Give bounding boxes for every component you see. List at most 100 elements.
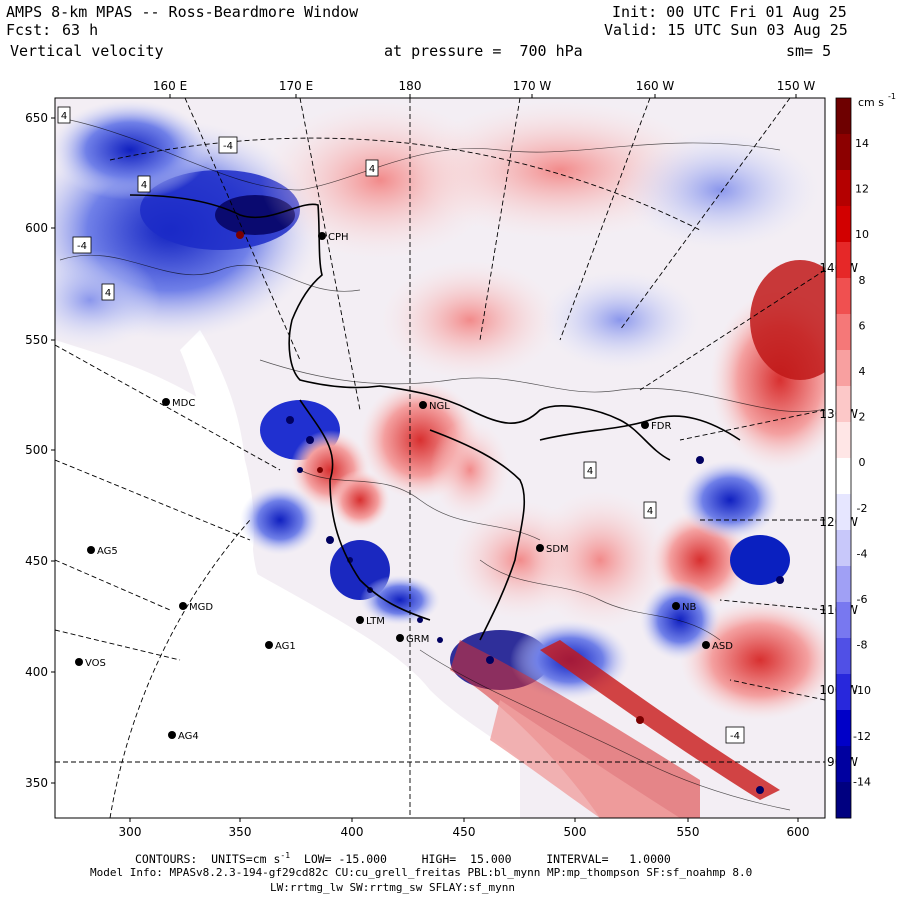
top-lon-label: 160 E bbox=[153, 79, 187, 93]
station-label: NB bbox=[682, 602, 696, 613]
station-label: NGL bbox=[429, 401, 450, 412]
colorbar-tick-label: 14 bbox=[855, 137, 869, 150]
contour-label-box bbox=[57, 106, 71, 124]
colorbar-swatch bbox=[836, 674, 851, 711]
contours-range: LOW= -15.000 HIGH= 15.000 INTERVAL= 1.00… bbox=[290, 851, 671, 866]
contour-label: -4 bbox=[77, 241, 87, 252]
plot-title: AMPS 8-km MPAS -- Ross-Beardmore Window bbox=[6, 3, 359, 21]
x-axis-label: 400 bbox=[341, 825, 364, 839]
colorbar-tick-label: -8 bbox=[857, 639, 868, 652]
station-marker bbox=[318, 232, 326, 240]
contour-label: -4 bbox=[223, 141, 233, 152]
colorbar-swatch bbox=[836, 530, 851, 567]
colorbar-tick-label: -10 bbox=[853, 684, 871, 697]
top-lon-label: 160 W bbox=[636, 79, 675, 93]
smoothing-label: sm= 5 bbox=[786, 42, 832, 60]
colorbar-swatch bbox=[836, 278, 851, 315]
velocity-field bbox=[55, 98, 825, 818]
contour-label: 4 bbox=[369, 164, 375, 175]
contours-info: CONTOURS: UNITS=cm s-1 LOW= -15.000 HIGH… bbox=[135, 851, 671, 866]
contours-units: CONTOURS: UNITS=cm s bbox=[135, 851, 281, 866]
station-marker bbox=[265, 641, 273, 649]
x-axis-label: 450 bbox=[453, 825, 476, 839]
colorbar: cm s -1 14 12 10 8 6 4 2 0 -2 -4 -6 -8 -10 -12 -14 bbox=[835, 92, 896, 819]
colorbar-frame bbox=[835, 97, 852, 819]
contour-label-box bbox=[218, 136, 238, 154]
station-marker bbox=[419, 401, 427, 409]
colorbar-swatch bbox=[836, 782, 851, 819]
colorbar-tick-label: 6 bbox=[859, 319, 866, 332]
station-label: MDC bbox=[172, 398, 195, 409]
contour-label-box bbox=[137, 175, 151, 193]
x-axis-label: 350 bbox=[229, 825, 252, 839]
station-marker bbox=[641, 421, 649, 429]
station-marker bbox=[536, 544, 544, 552]
station-label: VOS bbox=[85, 658, 106, 669]
colorbar-tick-label: -4 bbox=[857, 547, 868, 560]
model-info: Model Info: MPASv8.2.3-194-gf29cd82c CU:… bbox=[90, 866, 753, 879]
station-label: AG5 bbox=[97, 546, 118, 557]
top-lon-label: 170 E bbox=[279, 79, 313, 93]
y-axis-label: 350 bbox=[25, 776, 48, 790]
station-label: AG1 bbox=[275, 641, 296, 652]
colorbar-tick-label: 12 bbox=[855, 183, 869, 196]
contour-label: -4 bbox=[730, 731, 740, 742]
station-label: MGD bbox=[189, 602, 213, 613]
contour-label-box bbox=[643, 501, 657, 519]
station-marker bbox=[75, 658, 83, 666]
colorbar-swatch bbox=[836, 386, 851, 423]
y-axis-label: 500 bbox=[25, 443, 48, 457]
contour-label: 4 bbox=[105, 288, 111, 299]
colorbar-tick-label: 2 bbox=[859, 411, 866, 424]
station-marker bbox=[672, 602, 680, 610]
colorbar-swatch bbox=[836, 134, 851, 171]
contour-label-box bbox=[101, 283, 115, 301]
contour-label-group: 4 -4 4 4 -4 4 4 4 -4 bbox=[57, 106, 745, 744]
colorbar-tick-label: -12 bbox=[853, 730, 871, 743]
contour-label-box bbox=[365, 159, 379, 177]
contours-units-exponent: -1 bbox=[280, 851, 291, 860]
colorbar-swatch bbox=[836, 350, 851, 387]
y-axis-label: 650 bbox=[25, 111, 48, 125]
colorbar-units-exponent: -1 bbox=[888, 92, 896, 101]
station-marker bbox=[162, 398, 170, 406]
colorbar-tick-label: 0 bbox=[859, 456, 866, 469]
x-axis-label: 550 bbox=[677, 825, 700, 839]
x-axis-label: 300 bbox=[119, 825, 142, 839]
x-axis-label: 600 bbox=[787, 825, 810, 839]
colorbar-tick-label: 8 bbox=[859, 274, 866, 287]
forecast-label: Fcst: bbox=[6, 21, 52, 39]
colorbar-units: cm s bbox=[858, 96, 884, 109]
y-axis-labels: 650 600 550 500 450 400 350 bbox=[25, 111, 55, 790]
colorbar-tick-label: 10 bbox=[855, 228, 869, 241]
station-marker bbox=[87, 546, 95, 554]
y-axis-label: 600 bbox=[25, 221, 48, 235]
colorbar-swatch bbox=[836, 458, 851, 495]
top-longitude-labels: 160 E 170 E 180 170 W 160 W 150 W bbox=[153, 79, 816, 98]
variable-name: Vertical velocity bbox=[10, 42, 164, 60]
contour-label-box bbox=[583, 461, 597, 479]
colorbar-swatch bbox=[836, 710, 851, 747]
map-frame bbox=[54, 97, 826, 819]
x-axis-label: 500 bbox=[564, 825, 587, 839]
top-lon-label: 150 W bbox=[777, 79, 816, 93]
colorbar-tick-label: -14 bbox=[853, 775, 871, 788]
colorbar-swatch bbox=[836, 494, 851, 531]
station-marker bbox=[168, 731, 176, 739]
contour-label-box bbox=[725, 726, 745, 744]
pressure-level: at pressure = 700 hPa bbox=[384, 42, 583, 60]
station-label: AG4 bbox=[178, 731, 199, 742]
station-marker bbox=[356, 616, 364, 624]
contour-label-box bbox=[72, 236, 92, 254]
colorbar-swatch bbox=[836, 602, 851, 639]
top-lon-label: 180 bbox=[399, 79, 422, 93]
forecast-hours: 63 h bbox=[62, 21, 99, 39]
top-lon-label: 170 W bbox=[513, 79, 552, 93]
station-group: CPH MDC NGL AG5 MGD AG1 VOS AG4 SDM GRM FDR ASD LTM N… bbox=[75, 232, 733, 742]
station-marker bbox=[179, 602, 187, 610]
colorbar-swatch bbox=[836, 206, 851, 243]
station-label: CPH bbox=[328, 232, 349, 243]
y-axis-label: 550 bbox=[25, 333, 48, 347]
colorbar-tick-label: 4 bbox=[859, 365, 866, 378]
